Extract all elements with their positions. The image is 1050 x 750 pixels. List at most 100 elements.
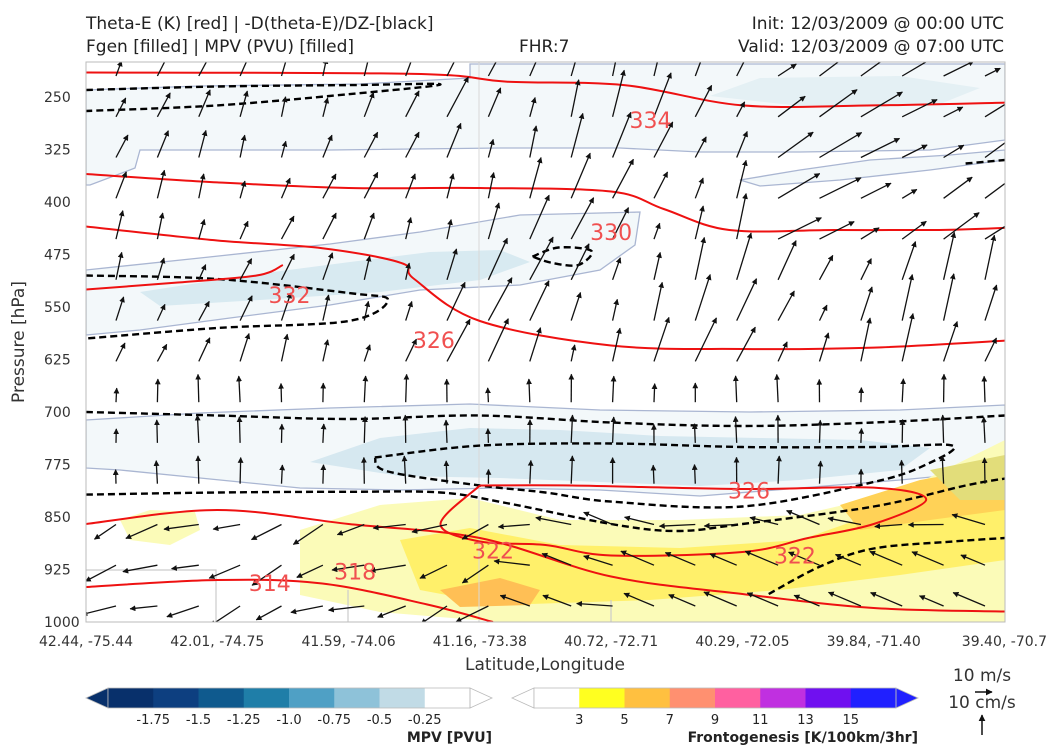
mpv-colorbar: -1.75 -1.5 -1.25 -1.0 -0.75 -0.5 -0.25 <box>85 687 493 728</box>
y-axis-ticks: 250 325 400 475 550 625 700 775 850 925 1000 <box>44 90 80 631</box>
x-tick-label: 42.01, -74.75 <box>170 634 264 650</box>
wind-vector <box>860 91 903 118</box>
wind-vector <box>827 516 862 526</box>
wind-vector <box>239 62 248 77</box>
wind-vector <box>405 262 411 280</box>
wind-vector <box>443 419 450 443</box>
dthetae-dz-contour <box>373 442 956 509</box>
wind-vector <box>610 416 617 443</box>
wind-vector <box>296 564 324 578</box>
wind-vector <box>960 554 986 566</box>
wind-vector <box>858 427 865 443</box>
wind-vector <box>156 130 170 158</box>
wind-vector <box>485 387 491 403</box>
wind-vector <box>984 234 997 280</box>
wind-vector <box>736 278 758 321</box>
wind-vector <box>443 460 450 484</box>
wind-vector <box>870 591 903 607</box>
wind-vector <box>942 273 956 321</box>
colorbar-swatch <box>669 688 716 708</box>
y-tick-label: 250 <box>44 90 71 106</box>
wind-vector <box>529 327 542 362</box>
wind-vector <box>328 605 365 613</box>
fgen-fill-region <box>120 510 200 545</box>
wind-vector <box>405 131 420 158</box>
wind-vector <box>651 383 658 403</box>
y-tick-label: 400 <box>44 195 71 211</box>
wind-vector <box>981 457 988 484</box>
x-axis-label: Latitude,Longitude <box>465 655 625 675</box>
wind-vector <box>777 217 822 240</box>
wind-vector <box>115 210 125 240</box>
wind-vector <box>322 212 337 240</box>
mpv-fill-region <box>710 76 980 106</box>
wind-vector <box>570 112 585 158</box>
wind-vector <box>487 172 496 199</box>
wind-vector <box>911 551 944 566</box>
theta-e-contour-label: 332 <box>268 284 310 309</box>
colorbar-swatch <box>198 688 245 708</box>
wind-vector <box>198 300 210 321</box>
y-tick-label: 700 <box>44 405 71 421</box>
wind-vector <box>115 62 123 77</box>
wind-vector <box>620 550 655 566</box>
wind-vector <box>363 91 375 118</box>
wind-vector <box>653 222 661 240</box>
wind-vector <box>943 212 980 240</box>
wind-vector <box>818 332 830 362</box>
title-line-2: Fgen [filled] | MPV (PVU) [filled] <box>86 37 355 57</box>
wind-vector <box>860 227 880 240</box>
wind-vector <box>237 457 244 484</box>
wind-vector <box>653 251 662 280</box>
wind-vector <box>943 176 973 199</box>
wind-vector <box>860 182 892 199</box>
theta-e-contour-label: 322 <box>774 545 816 570</box>
wind-vector <box>901 274 915 321</box>
wind-vector <box>860 258 872 281</box>
wind-vector <box>653 72 672 118</box>
wind-vector <box>777 63 797 77</box>
wind-vector <box>322 339 330 362</box>
wind-vector <box>943 62 975 77</box>
wind-vector <box>777 95 806 118</box>
colorbar-swatch <box>850 688 897 708</box>
wind-vector <box>819 132 863 159</box>
wind-vector <box>198 129 208 158</box>
wind-vector <box>156 303 166 321</box>
wind-vector <box>363 300 371 321</box>
wind-vector <box>570 62 576 77</box>
wind-vector <box>901 241 917 281</box>
mpv-fill-region <box>310 428 930 486</box>
wind-vector <box>363 131 379 158</box>
colorbar-swatch <box>715 688 761 708</box>
theta-e-contour-label: 330 <box>590 221 632 246</box>
wind-vector <box>280 96 288 117</box>
wind-vector <box>322 294 331 321</box>
colorbar-tick-label: 3 <box>575 713 583 728</box>
colorbar-tick-label: 5 <box>620 713 628 728</box>
wind-vector <box>653 121 674 158</box>
wind-vector <box>818 254 834 281</box>
wind-vector <box>86 605 117 617</box>
wind-vector <box>744 550 779 566</box>
colorbar-frame <box>107 687 471 709</box>
title-line-1: Theta-E (K) [red] | -D(theta-E)/DZ-[blac… <box>86 14 434 34</box>
wind-vector <box>612 207 630 240</box>
wind-vector <box>570 243 590 281</box>
wind-vector <box>901 220 927 240</box>
plot-frame <box>85 61 1006 623</box>
wind-vector <box>819 62 840 77</box>
wind-vector <box>736 159 748 199</box>
wind-vector <box>777 131 814 159</box>
theta-e-contours <box>86 71 1005 622</box>
wind-vector <box>487 87 502 118</box>
wind-vector <box>362 375 369 403</box>
wind-vector <box>401 455 408 484</box>
wind-vector <box>777 173 821 199</box>
theta-e-contour-label: 326 <box>728 479 770 504</box>
wind-vector <box>611 69 626 117</box>
wind-vector <box>198 264 207 281</box>
wind-vector <box>817 460 824 484</box>
wind-vector <box>694 62 702 77</box>
wind-vector <box>869 550 903 566</box>
